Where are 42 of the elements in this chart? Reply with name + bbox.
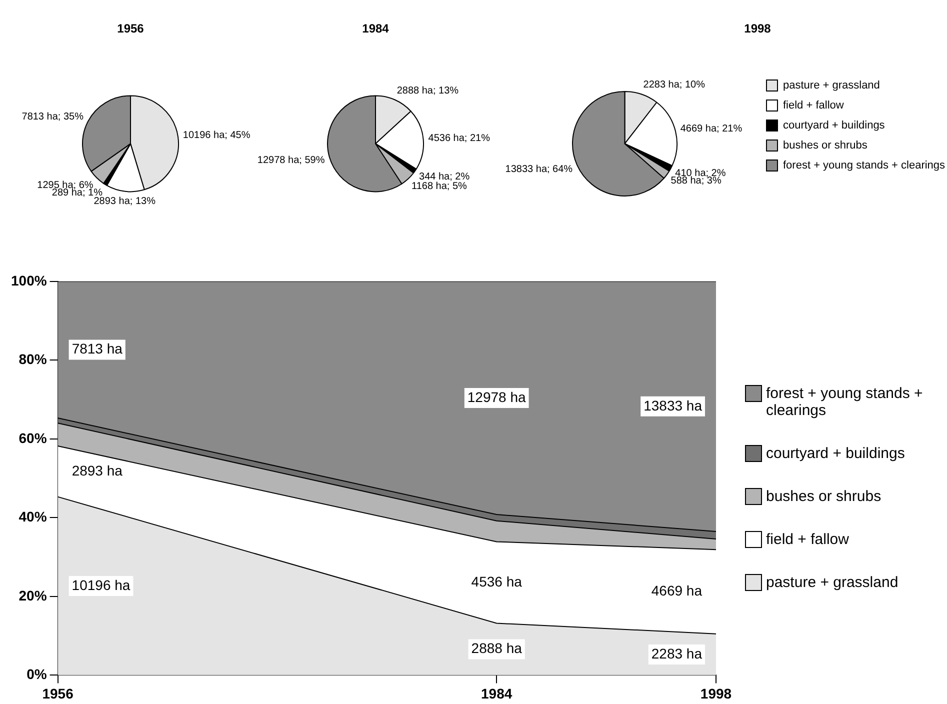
data-label: 2893 ha; 13%: [94, 196, 156, 208]
data-label: 344 ha; 2%: [419, 172, 470, 183]
x-tick-label: 1998: [700, 685, 732, 702]
legend-label: pasture + grassland: [766, 574, 898, 591]
legend-label: courtyard + buildings: [766, 445, 905, 462]
legend-label: bushes or shrubs: [766, 488, 882, 505]
data-label: 4536 ha; 21%: [428, 133, 490, 144]
text: field + fallow: [766, 531, 849, 548]
data-label: 2888 ha; 13%: [396, 85, 459, 96]
data-label: 4669 ha; 21%: [680, 124, 742, 135]
x-tick-label: 1956: [42, 685, 74, 702]
y-tick-label: 100%: [10, 272, 48, 288]
data-label: 1168 ha; 5%: [412, 181, 468, 192]
legend-label: forest + young stands + clearings: [783, 160, 946, 172]
annotation: 2283 ha: [651, 645, 702, 662]
y-tick-label: 20%: [18, 587, 48, 604]
annotation: 4536 ha: [471, 573, 522, 590]
legend-label: field + fallow: [783, 100, 844, 112]
chart-title: 1956: [117, 22, 144, 36]
legend-label: courtyard + buildings: [783, 120, 886, 132]
annotation: 7813 ha: [72, 340, 123, 357]
legend-label: pasture + grassland: [783, 80, 880, 92]
legend-label: forest + young stands + clearings: [766, 385, 924, 419]
annotation: 12978 ha: [467, 388, 526, 405]
annotation: 13833 ha: [644, 397, 702, 414]
data-label: 13833 ha; 64%: [505, 164, 573, 176]
chart-title: 1984: [362, 22, 390, 36]
y-tick-label: 40%: [18, 508, 48, 525]
y-tick-label: 80%: [18, 351, 48, 368]
annotation: 2888 ha: [471, 640, 522, 656]
chart-title: 1998: [744, 22, 772, 36]
legend-label: bushes or shrubs: [783, 140, 868, 152]
data-label: 12978 ha; 59%: [257, 155, 325, 166]
annotation: 10196 ha: [72, 576, 130, 593]
y-tick-label: 0%: [26, 666, 48, 682]
y-tick-label: 60%: [18, 430, 48, 446]
annotation: 4669 ha: [651, 582, 702, 599]
annotation: 2893 ha: [72, 462, 123, 478]
data-label: 7813 ha; 35%: [22, 112, 84, 123]
x-tick-label: 1984: [481, 685, 512, 702]
data-label: 2283 ha; 10%: [643, 80, 706, 91]
data-label: 10196 ha; 45%: [182, 130, 250, 141]
